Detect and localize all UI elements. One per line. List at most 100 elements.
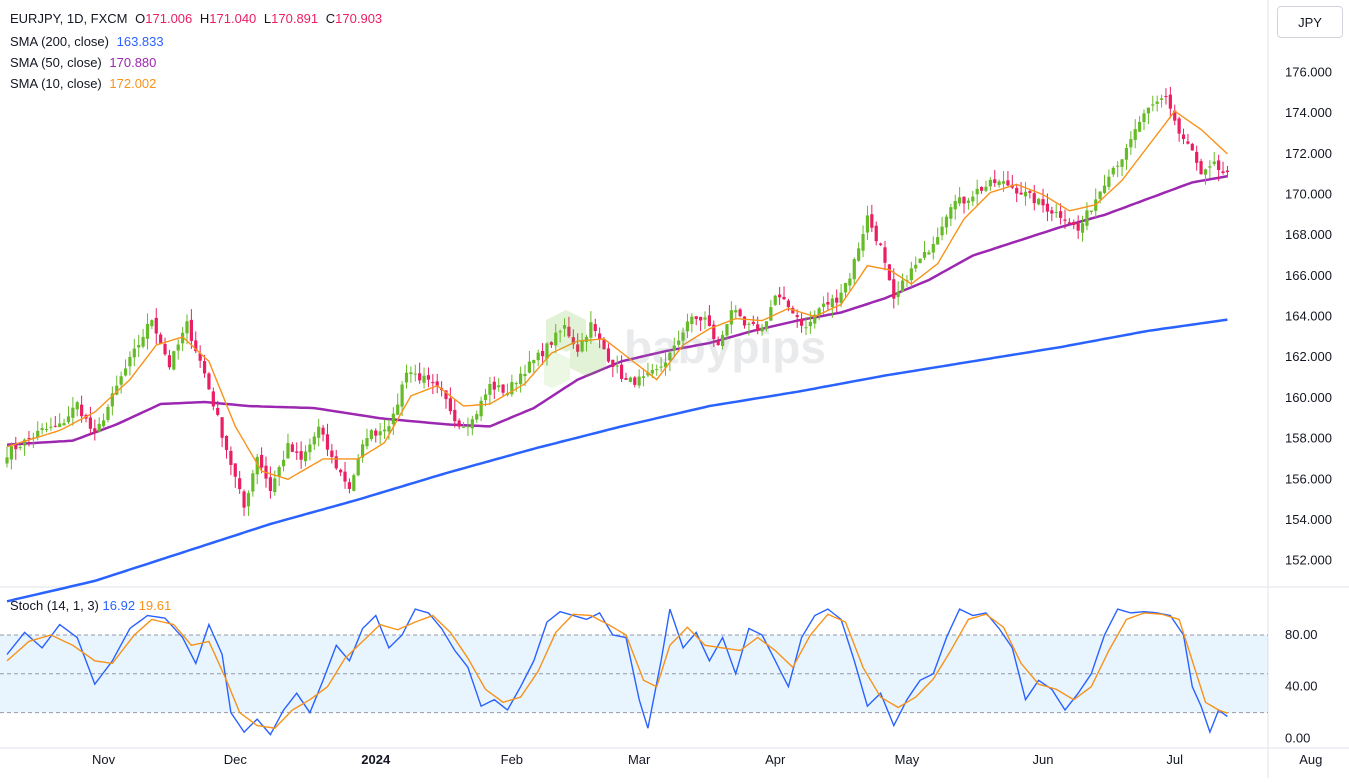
candle-body [922, 251, 927, 258]
high-group: H171.040 [199, 11, 257, 26]
candle-body [760, 327, 764, 332]
candle-body [1221, 171, 1225, 173]
candle-body [918, 258, 922, 263]
candle-body [1203, 169, 1208, 175]
sma200-legend[interactable]: SMA (200, close) 163.833 [10, 32, 168, 52]
candle-body [804, 327, 808, 329]
sma10-legend[interactable]: SMA (10, close) 172.002 [10, 74, 160, 94]
candle-body [1059, 211, 1063, 218]
sma50-legend[interactable]: SMA (50, close) 170.880 [10, 53, 160, 73]
candle-body [1142, 113, 1146, 123]
candle-body [185, 321, 189, 334]
candle-body [1111, 167, 1115, 175]
stoch-tick-label: 80.00 [1285, 627, 1318, 642]
open-group: O171.006 [135, 11, 193, 26]
candle-body [339, 469, 343, 473]
candle-body [1045, 203, 1050, 212]
candle-body [769, 307, 773, 321]
candle-body [615, 365, 619, 367]
candle-body [1006, 180, 1010, 186]
candle-body [979, 186, 984, 191]
candle-body [1041, 199, 1045, 206]
candle-body [387, 426, 391, 432]
candle-body [479, 400, 483, 417]
stoch-k-line [6, 608, 1228, 736]
stoch-label: Stoch (14, 1, 3) [10, 598, 99, 613]
candle-body [966, 200, 971, 203]
candle-body [751, 321, 755, 324]
candle-body [843, 282, 848, 293]
candle-body [281, 459, 286, 467]
candle-body [514, 383, 518, 385]
candle-body [163, 343, 167, 355]
candle-body [690, 316, 694, 325]
candle-body [466, 426, 470, 428]
candle-body [1028, 191, 1032, 193]
candle-body [545, 343, 549, 359]
candle-body [540, 350, 545, 357]
candle-body [365, 438, 369, 447]
stoch-tick-label: 40.00 [1285, 679, 1318, 694]
sma10-value: 172.002 [109, 76, 157, 91]
candle-body [1107, 176, 1111, 187]
candle-body [207, 373, 211, 390]
candle-body [461, 426, 466, 428]
candle-body [532, 360, 536, 364]
sma200-group [6, 318, 1228, 603]
candle-body [321, 427, 325, 435]
time-tick-label: May [895, 752, 920, 767]
candle-body [725, 324, 729, 336]
candle-body [137, 345, 141, 348]
candle-body [527, 361, 532, 373]
candle-body [1129, 139, 1133, 148]
candle-body [1155, 101, 1159, 104]
candle-body [716, 341, 720, 346]
candle-body [984, 186, 988, 191]
candle-body [93, 428, 97, 433]
candle-body [1208, 166, 1212, 168]
candle-body [641, 376, 646, 378]
candle-body [198, 353, 202, 361]
candle-body [1102, 185, 1107, 193]
candle-body [1032, 193, 1036, 204]
candle-body [1138, 121, 1142, 132]
candle-body [181, 332, 185, 344]
candle-body [286, 442, 290, 459]
candle-body [1019, 192, 1023, 195]
candle-body [997, 181, 1001, 186]
sma10-group [6, 110, 1228, 481]
candle-body [633, 377, 637, 385]
candle-body [1015, 187, 1019, 194]
candle-body [492, 381, 496, 390]
candle-body [1195, 151, 1199, 163]
candle-body [119, 376, 123, 385]
sma50-label: SMA (50, close) [10, 55, 102, 70]
candle-body [874, 225, 878, 242]
candle-body [66, 416, 71, 423]
candle-body [18, 447, 22, 449]
candle-body [413, 373, 417, 375]
time-tick-label: Mar [628, 752, 651, 767]
candle-body [22, 439, 27, 446]
candle-body [580, 340, 584, 352]
stoch-legend[interactable]: Stoch (14, 1, 3) 16.92 19.61 [10, 598, 171, 613]
candle-body [694, 316, 698, 320]
candle-body [830, 298, 834, 308]
candle-body [1217, 160, 1221, 171]
candle-body [1124, 147, 1129, 160]
candle-body [369, 430, 373, 440]
candle-body [549, 342, 553, 345]
candle-body [483, 394, 488, 401]
candle-body [1054, 211, 1058, 213]
time-tick-label: Jul [1166, 752, 1183, 767]
candle-body [470, 419, 474, 429]
time-tick-label: Feb [501, 752, 523, 767]
candle-body [1168, 94, 1172, 109]
candle-body [422, 375, 426, 383]
candle-body [374, 430, 378, 436]
currency-button[interactable]: JPY [1277, 6, 1343, 38]
candle-body [145, 323, 150, 339]
candle-body [1133, 129, 1137, 140]
